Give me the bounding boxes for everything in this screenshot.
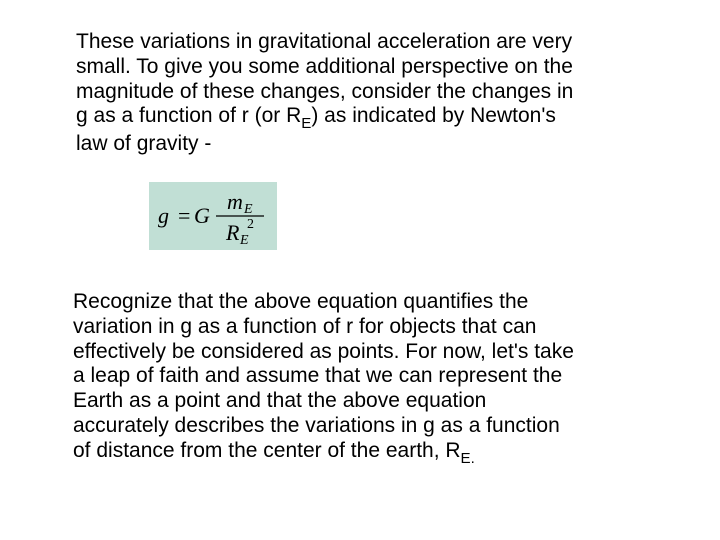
eq-R-sub: E xyxy=(239,233,249,248)
p1-line4b: ) as indicated by Newton's xyxy=(311,104,555,127)
equation-svg: g = G m E R E 2 xyxy=(149,182,277,250)
equation-block: g = G m E R E 2 xyxy=(149,182,277,250)
p1-line4-sub: E xyxy=(301,115,311,132)
p1-line5: law of gravity - xyxy=(76,132,211,155)
eq-G: G xyxy=(194,203,210,228)
p1-line3: magnitude of these changes, consider the… xyxy=(76,80,573,103)
p1-line2: small. To give you some additional persp… xyxy=(76,55,573,78)
eq-m-sub: E xyxy=(243,202,253,217)
eq-R: R xyxy=(225,220,240,245)
slide: These variations in gravitational accele… xyxy=(0,0,720,540)
paragraph-2: Recognize that the above equation quanti… xyxy=(73,290,648,467)
p2-line4: a leap of faith and assume that we can r… xyxy=(73,364,562,387)
p2-line7a: of distance from the center of the earth… xyxy=(73,439,461,462)
p1-line1: These variations in gravitational accele… xyxy=(76,30,572,53)
eq-g: g xyxy=(158,203,169,228)
p2-line3: effectively be considered as points. For… xyxy=(73,340,574,363)
eq-equals: = xyxy=(178,203,190,228)
p2-line7b: . xyxy=(471,450,475,467)
p2-line6: accurately describes the variations in g… xyxy=(73,414,560,437)
eq-R-sup: 2 xyxy=(247,217,254,232)
p2-line1: Recognize that the above equation quanti… xyxy=(73,290,528,313)
p2-line2: variation in g as a function of r for ob… xyxy=(73,315,536,338)
paragraph-1: These variations in gravitational accele… xyxy=(76,30,651,157)
p1-line4a: g as a function of r (or R xyxy=(76,104,301,127)
eq-m: m xyxy=(227,189,243,214)
p2-line5: Earth as a point and that the above equa… xyxy=(73,389,486,412)
p2-line7-sub: E xyxy=(461,450,471,467)
